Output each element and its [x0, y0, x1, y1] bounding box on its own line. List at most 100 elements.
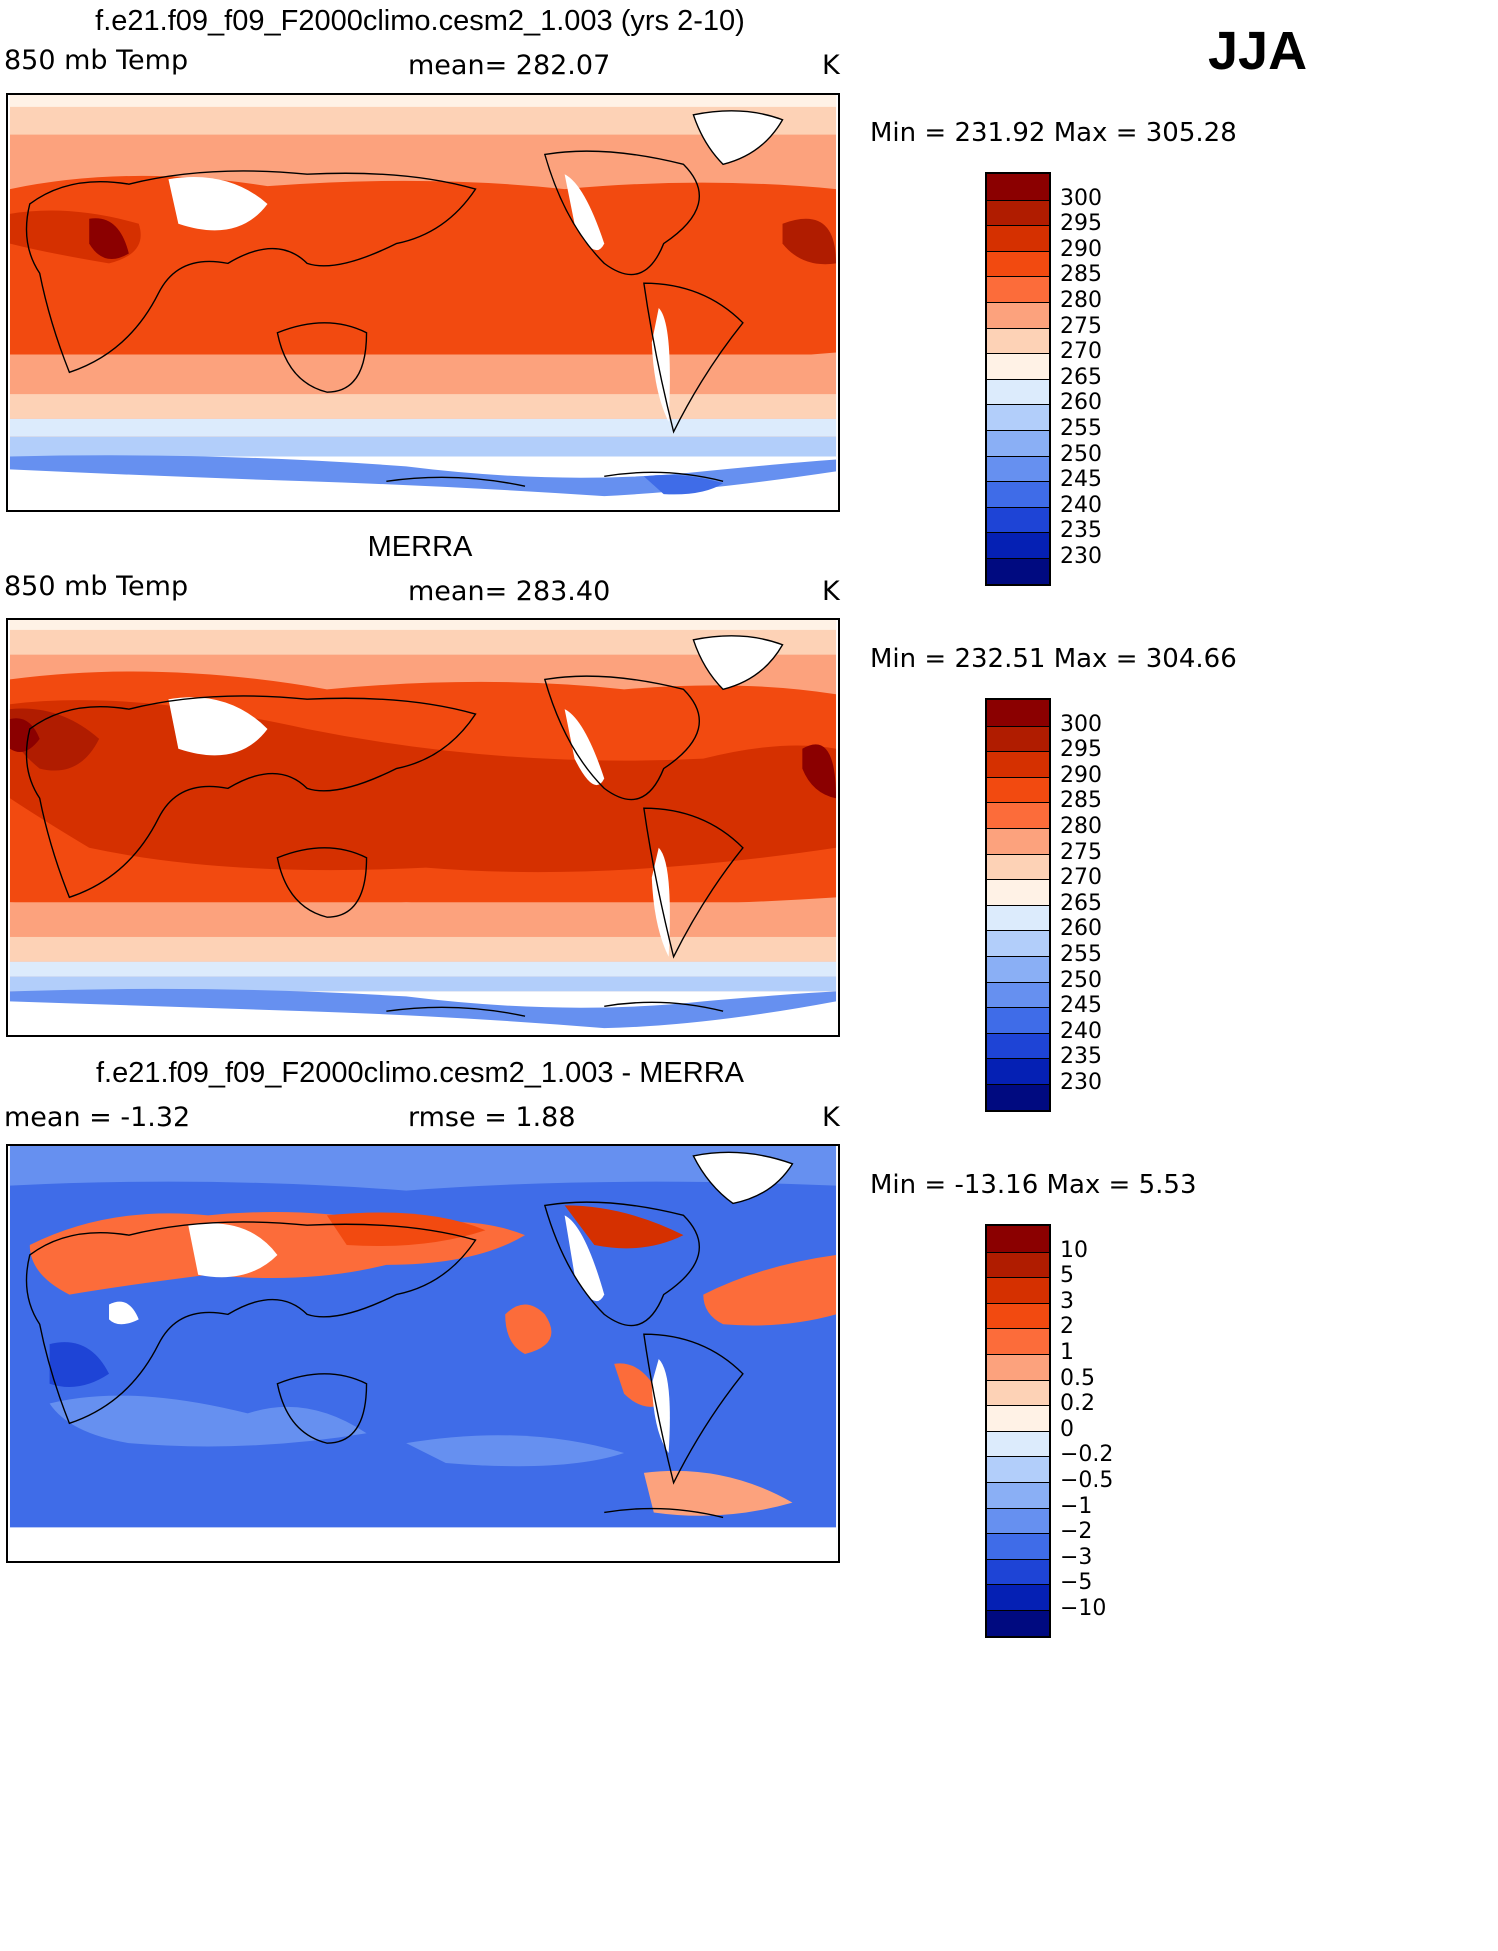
colorbar-tick-label: 0.2: [1060, 1391, 1095, 1417]
colorbar-swatch: [987, 1328, 1049, 1354]
colorbar-swatch: [987, 776, 1049, 803]
colorbar-tick-label: 285: [1060, 262, 1102, 288]
colorbar-tick-label: 0: [1060, 1416, 1074, 1442]
colorbar-swatch: [987, 955, 1049, 982]
colorbar-swatch: [987, 174, 1049, 200]
colorbar-swatch: [987, 1481, 1049, 1508]
colorbar-tick-label: 10: [1060, 1237, 1088, 1263]
colorbar-swatch: [987, 827, 1049, 854]
colorbar-tick-label: 240: [1060, 492, 1102, 518]
colorbar-tick-label: 245: [1060, 993, 1102, 1019]
colorbar-swatch: [987, 1277, 1049, 1303]
colorbar-swatch: [987, 1456, 1049, 1482]
panel-title: MERRA: [367, 531, 473, 563]
colorbar-tick-label: 295: [1060, 211, 1102, 237]
colorbar-swatch: [987, 301, 1049, 328]
colorbar-tick-label: 5: [1060, 1263, 1074, 1289]
colorbar-tick-label: 260: [1060, 390, 1102, 416]
panel-title: f.e21.f09_f09_F2000climo.cesm2_1.003 (yr…: [95, 5, 745, 37]
colorbar-swatch: [987, 1058, 1049, 1084]
colorbar-tick-label: −0.5: [1060, 1468, 1114, 1493]
colorbar-tick-label: 235: [1060, 1044, 1102, 1070]
colorbar-swatch: [987, 981, 1049, 1008]
colorbar-tick-label: 285: [1060, 788, 1102, 814]
colorbar: [985, 698, 1051, 1112]
colorbar-swatch: [987, 1379, 1049, 1406]
colorbar-swatch: [987, 1430, 1049, 1457]
variable-label: 850 mb Temp: [4, 571, 189, 602]
colorbar-tick-label: 3: [1060, 1288, 1074, 1314]
min-max-label: Min = 231.92 Max = 305.28: [870, 118, 1237, 148]
colorbar-tick-label: 300: [1060, 185, 1102, 211]
colorbar-tick-label: 300: [1060, 711, 1102, 737]
colorbar-tick-label: −3: [1060, 1544, 1093, 1570]
colorbar-tick-label: 290: [1060, 762, 1102, 788]
colorbar-tick-label: 2: [1060, 1314, 1074, 1340]
colorbar: [985, 172, 1051, 586]
colorbar-tick-label: 295: [1060, 737, 1102, 763]
colorbar-swatch: [987, 327, 1049, 354]
colorbar-tick-label: 260: [1060, 916, 1102, 942]
colorbar-swatch: [987, 802, 1049, 828]
colorbar-tick-label: 245: [1060, 467, 1102, 493]
colorbar-swatch: [987, 853, 1049, 880]
colorbar-tick-label: 290: [1060, 236, 1102, 262]
colorbar-swatch: [987, 455, 1049, 482]
colorbar-tick-label: 250: [1060, 967, 1102, 993]
colorbar-swatch: [987, 199, 1049, 226]
colorbar-tick-label: 270: [1060, 339, 1102, 365]
colorbar-tick-label: −2: [1060, 1519, 1093, 1545]
colorbar-swatch: [987, 378, 1049, 405]
mean-label: mean= 283.40: [408, 576, 611, 607]
colorbar-tick-label: −10: [1060, 1596, 1107, 1621]
colorbar-tick-label: 275: [1060, 839, 1102, 865]
colorbar-swatch: [987, 225, 1049, 251]
colorbar-swatch: [987, 751, 1049, 777]
colorbar-swatch: [987, 506, 1049, 533]
colorbar-swatch: [987, 1251, 1049, 1278]
colorbar-tick-label: −5: [1060, 1570, 1093, 1596]
colorbar-swatch: [987, 1584, 1049, 1610]
colorbar-swatch: [987, 404, 1049, 430]
colorbar-swatch: [987, 276, 1049, 302]
colorbar-tick-label: 240: [1060, 1018, 1102, 1044]
colorbar-swatch: [987, 1507, 1049, 1534]
colorbar-swatch: [987, 930, 1049, 956]
colorbar-tick-label: 0.5: [1060, 1365, 1095, 1391]
colorbar-swatch: [987, 1533, 1049, 1559]
colorbar-tick-label: 275: [1060, 313, 1102, 339]
colorbar-tick-label: −1: [1060, 1493, 1093, 1519]
colorbar-tick-label: 270: [1060, 865, 1102, 891]
colorbar-swatch: [987, 250, 1049, 277]
min-max-label: Min = -13.16 Max = 5.53: [870, 1170, 1197, 1200]
colorbar-tick-label: 235: [1060, 518, 1102, 544]
colorbar-swatch: [987, 1302, 1049, 1329]
colorbar-tick-label: 230: [1060, 544, 1102, 569]
colorbar-swatch: [987, 557, 1049, 584]
colorbar-tick-label: 230: [1060, 1070, 1102, 1095]
colorbar-swatch: [987, 1353, 1049, 1380]
season-label: JJA: [1208, 21, 1308, 81]
colorbar-swatch: [987, 1558, 1049, 1585]
colorbar-tick-label: 250: [1060, 441, 1102, 467]
colorbar-swatch: [987, 429, 1049, 456]
units-label: K: [822, 50, 840, 81]
colorbar-swatch: [987, 1609, 1049, 1636]
colorbar-swatch: [987, 1226, 1049, 1252]
colorbar-swatch: [987, 1007, 1049, 1033]
colorbar-swatch: [987, 1032, 1049, 1059]
colorbar-swatch: [987, 1083, 1049, 1110]
colorbar: [985, 1224, 1051, 1638]
min-max-label: Min = 232.51 Max = 304.66: [870, 644, 1237, 674]
colorbar-swatch: [987, 725, 1049, 752]
units-label: K: [822, 576, 840, 607]
colorbar-tick-label: −0.2: [1060, 1442, 1114, 1468]
colorbar-swatch: [987, 904, 1049, 931]
colorbar-swatch: [987, 532, 1049, 558]
colorbar-tick-label: 280: [1060, 814, 1102, 839]
colorbar-tick-label: 1: [1060, 1340, 1074, 1365]
colorbar-swatch: [987, 879, 1049, 905]
difference-map: [6, 1144, 840, 1563]
variable-label: 850 mb Temp: [4, 45, 189, 76]
temperature-map: [6, 618, 840, 1037]
